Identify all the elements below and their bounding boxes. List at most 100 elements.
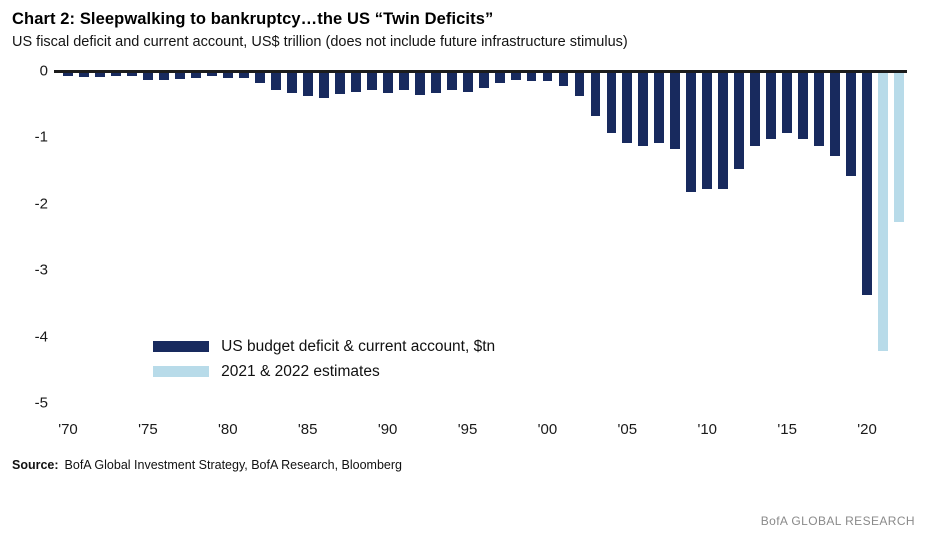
bar-2002 (574, 73, 585, 97)
bar-1971 (79, 73, 89, 77)
bar-slot-2007 (651, 73, 667, 404)
bar-2016 (798, 73, 809, 140)
bar-slot-1974 (124, 73, 140, 404)
zero-axis-line (54, 70, 907, 73)
bar-slot-2015 (779, 73, 795, 404)
bar-slot-1971 (76, 73, 92, 404)
bar-1984 (286, 73, 297, 93)
bar-slot-1994 (444, 73, 460, 404)
chart-subtitle: US fiscal deficit and current account, U… (12, 34, 628, 50)
bar-slot-1977 (172, 73, 188, 404)
bar-slot-2021 (875, 73, 891, 404)
source-line: Source: BofA Global Investment Strategy, … (12, 458, 917, 472)
bar-slot-2022 (891, 73, 907, 404)
bar-1983 (270, 73, 281, 90)
x-tick-label: '95 (457, 421, 478, 438)
bars-container (60, 73, 907, 404)
bar-slot-1993 (428, 73, 444, 404)
bar-2013 (750, 73, 761, 146)
bar-slot-1978 (188, 73, 204, 404)
bar-slot-2006 (635, 73, 651, 404)
bar-slot-1985 (300, 73, 316, 404)
x-axis-ticks: '70 '75 '80 '85 '90 '95 '00 '05 '10 '15 '20 (58, 412, 907, 438)
bar-1982 (254, 73, 265, 83)
bar-slot-2002 (572, 73, 588, 404)
bar-slot-1976 (156, 73, 172, 404)
x-tick-label: '90 (377, 421, 398, 438)
bar-slot-1984 (284, 73, 300, 404)
bar-1992 (414, 73, 425, 95)
y-tick-label: -4 (34, 328, 48, 346)
bar-1978 (190, 73, 201, 78)
bar-1991 (398, 73, 409, 90)
bar-slot-2009 (683, 73, 699, 404)
x-tick-label: '05 (617, 421, 638, 438)
bar-slot-2000 (540, 73, 556, 404)
y-tick-label: -3 (34, 261, 48, 279)
bar-slot-2010 (699, 73, 715, 404)
bar-1975 (142, 73, 153, 80)
bar-1988 (350, 73, 361, 92)
bar-1994 (446, 73, 457, 90)
bar-1977 (174, 73, 185, 79)
bar-2008 (670, 73, 681, 150)
legend-item-estimate: 2021 & 2022 estimates (153, 363, 495, 381)
bar-1986 (318, 73, 329, 99)
x-tick-label: '10 (697, 421, 718, 438)
bar-1999 (526, 73, 537, 81)
x-tick-label: '00 (537, 421, 558, 438)
bar-1976 (158, 73, 169, 80)
bar-slot-1983 (268, 73, 284, 404)
bar-1972 (95, 73, 105, 77)
bar-2022 (894, 73, 905, 222)
bar-slot-1998 (508, 73, 524, 404)
bar-slot-1988 (348, 73, 364, 404)
bar-slot-1982 (252, 73, 268, 404)
bar-2000 (542, 73, 553, 81)
bar-2020 (862, 73, 873, 295)
bar-slot-1990 (380, 73, 396, 404)
bar-slot-1991 (396, 73, 412, 404)
y-tick-label: -5 (34, 394, 48, 412)
bar-slot-2011 (715, 73, 731, 404)
bar-1979 (206, 73, 217, 76)
bar-1997 (494, 73, 505, 83)
bar-slot-1981 (236, 73, 252, 404)
x-tick-label: '80 (218, 421, 238, 438)
bar-1981 (238, 73, 249, 79)
bar-1980 (222, 73, 233, 79)
bar-1985 (302, 73, 313, 97)
bar-1993 (430, 73, 441, 93)
bar-2021 (878, 73, 889, 352)
bar-slot-1975 (140, 73, 156, 404)
bar-2010 (702, 73, 713, 189)
bar-slot-1999 (524, 73, 540, 404)
bar-2017 (814, 73, 825, 146)
bar-slot-2005 (619, 73, 635, 404)
bar-2006 (638, 73, 649, 146)
bar-1995 (462, 73, 473, 92)
bar-2001 (558, 73, 569, 87)
x-tick-label: '70 (58, 421, 78, 438)
bar-slot-2019 (843, 73, 859, 404)
x-tick-label: '15 (777, 421, 797, 438)
bar-2005 (622, 73, 633, 143)
bar-slot-1996 (476, 73, 492, 404)
bar-2011 (718, 73, 729, 189)
bar-2014 (766, 73, 777, 140)
y-tick-label: -2 (34, 195, 48, 213)
legend-label-estimate: 2021 & 2022 estimates (221, 362, 380, 380)
bar-slot-1972 (92, 73, 108, 404)
bar-2019 (846, 73, 857, 176)
y-tick-label: -1 (34, 129, 48, 147)
bar-1987 (334, 73, 345, 95)
legend-swatch-estimate (153, 366, 210, 378)
bar-slot-2004 (603, 73, 619, 404)
y-tick-label: 0 (39, 62, 48, 80)
source-text: BofA Global Investment Strategy, BofA Re… (64, 458, 402, 472)
legend-label-actual: US budget deficit & current account, $tn (221, 337, 496, 355)
bar-slot-1995 (460, 73, 476, 404)
legend: US budget deficit & current account, $tn… (153, 338, 495, 381)
bar-slot-1992 (412, 73, 428, 404)
